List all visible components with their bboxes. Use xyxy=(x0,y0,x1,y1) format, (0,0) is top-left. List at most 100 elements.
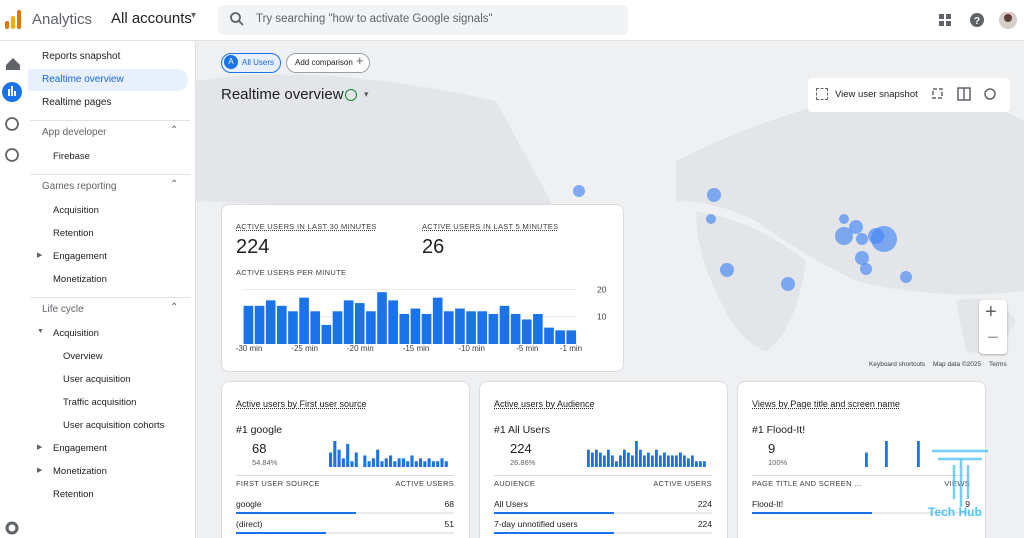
spark-bar xyxy=(651,455,654,467)
nav-item[interactable]: User acquisition xyxy=(63,374,131,385)
x-tick-label: -15 min xyxy=(403,344,430,353)
bar xyxy=(544,327,554,344)
spark-bar xyxy=(341,458,345,467)
metric-label: ACTIVE USERS IN LAST 30 MINUTES xyxy=(236,222,377,231)
share-icon xyxy=(984,88,996,100)
spark-bar xyxy=(329,452,333,467)
compare-chip[interactable] xyxy=(286,53,370,73)
nav-item[interactable]: Acquisition xyxy=(53,328,99,339)
spark-bar xyxy=(414,461,418,467)
spark-bar xyxy=(631,455,634,467)
spark-bar xyxy=(401,458,405,467)
bar xyxy=(354,303,365,344)
bar xyxy=(566,330,577,344)
nav-item[interactable]: Acquisition xyxy=(53,205,99,216)
spark-bar xyxy=(346,443,350,467)
dropdown-arrow: ▾ xyxy=(191,10,197,21)
bar xyxy=(332,311,343,344)
spark-bar xyxy=(423,461,427,467)
spark-bar xyxy=(389,455,393,467)
row-value: 224 xyxy=(697,519,712,529)
row-label: (direct) xyxy=(236,519,263,529)
nav-section[interactable]: Life cycle xyxy=(42,304,84,315)
nav-item[interactable]: Traffic acquisition xyxy=(63,397,137,408)
nav-item[interactable]: Monetization xyxy=(53,466,107,477)
nav-item[interactable]: Retention xyxy=(53,228,94,239)
nav-section[interactable]: Games reporting xyxy=(42,181,117,192)
nav-item[interactable]: Monetization xyxy=(53,274,107,285)
spark-bar xyxy=(659,455,662,467)
col-header: ACTIVE USERS xyxy=(653,479,712,488)
map-dot xyxy=(860,263,872,275)
col-header: FIRST USER SOURCE xyxy=(236,479,320,488)
nav-item[interactable]: Realtime overview xyxy=(42,74,124,85)
search-icon xyxy=(230,12,244,26)
account-picker[interactable]: All accounts xyxy=(111,10,192,27)
nav-item[interactable]: Reports snapshot xyxy=(42,51,121,62)
row-bar xyxy=(236,512,356,514)
sparkline xyxy=(865,441,920,467)
nav-item[interactable]: Firebase xyxy=(53,151,90,162)
spark-bar xyxy=(427,458,431,467)
spark-bar xyxy=(695,461,698,467)
spark-bar xyxy=(363,455,367,467)
nav-section[interactable]: App developer xyxy=(42,127,107,138)
spark-bar xyxy=(687,458,690,467)
app-name: Analytics xyxy=(32,11,93,28)
spark-bar xyxy=(683,455,686,467)
nav-item[interactable]: Realtime pages xyxy=(42,97,112,108)
bar xyxy=(399,314,410,344)
snapshot-button[interactable]: View user snapshot xyxy=(835,89,918,100)
bar xyxy=(288,311,298,344)
x-tick-label: -20 min xyxy=(347,344,374,353)
bar xyxy=(277,305,287,344)
bar xyxy=(410,308,421,344)
collapse-arrow: ⌃ xyxy=(170,125,179,136)
spark-bar xyxy=(431,461,435,467)
spark-bar xyxy=(671,455,674,467)
nav-item[interactable]: Engagement xyxy=(53,251,107,262)
nav-divider xyxy=(30,297,190,298)
col-header: AUDIENCE xyxy=(494,479,536,488)
col-divider xyxy=(236,475,454,476)
zoom-out[interactable]: − xyxy=(987,327,999,349)
map-dot xyxy=(781,277,795,291)
spark-bar xyxy=(603,455,606,467)
spark-bar xyxy=(655,449,658,467)
spark-bar xyxy=(440,458,444,467)
compare-plus: + xyxy=(356,53,364,68)
bar xyxy=(310,311,321,344)
bar xyxy=(455,308,465,344)
spark-bar xyxy=(639,449,642,467)
col-divider xyxy=(752,475,970,476)
title-dropdown: ▾ xyxy=(364,89,369,99)
sparkline xyxy=(329,441,448,467)
sidebar xyxy=(28,41,196,538)
spark-bar xyxy=(607,449,610,467)
nav-item[interactable]: User acquisition cohorts xyxy=(63,420,165,431)
bar xyxy=(377,292,387,344)
nav-item[interactable]: Overview xyxy=(63,351,103,362)
zoom-in[interactable]: + xyxy=(985,301,997,323)
top-icons: ? xyxy=(939,12,1017,29)
map-footer: Terms xyxy=(989,361,1007,368)
collapse-arrow: ⌃ xyxy=(170,179,179,190)
expand-arrow: ▼ xyxy=(37,328,44,335)
spark-bar xyxy=(419,458,423,467)
map-dot xyxy=(856,233,868,245)
bar xyxy=(555,330,565,344)
spark-bar xyxy=(384,458,388,467)
col-divider xyxy=(494,475,712,476)
map-dot xyxy=(868,228,884,244)
nav-item[interactable]: Engagement xyxy=(53,443,107,454)
spark-bar xyxy=(627,452,630,467)
spark-bar xyxy=(663,452,666,467)
search-box[interactable] xyxy=(218,5,628,35)
spark-bar xyxy=(679,452,682,467)
nav-item[interactable]: Retention xyxy=(53,489,94,500)
watermark: Tech Hub xyxy=(928,505,982,519)
sparkline xyxy=(587,441,706,467)
status-icon xyxy=(345,89,357,101)
svg-text:?: ? xyxy=(974,16,980,27)
map-dot xyxy=(706,214,716,224)
